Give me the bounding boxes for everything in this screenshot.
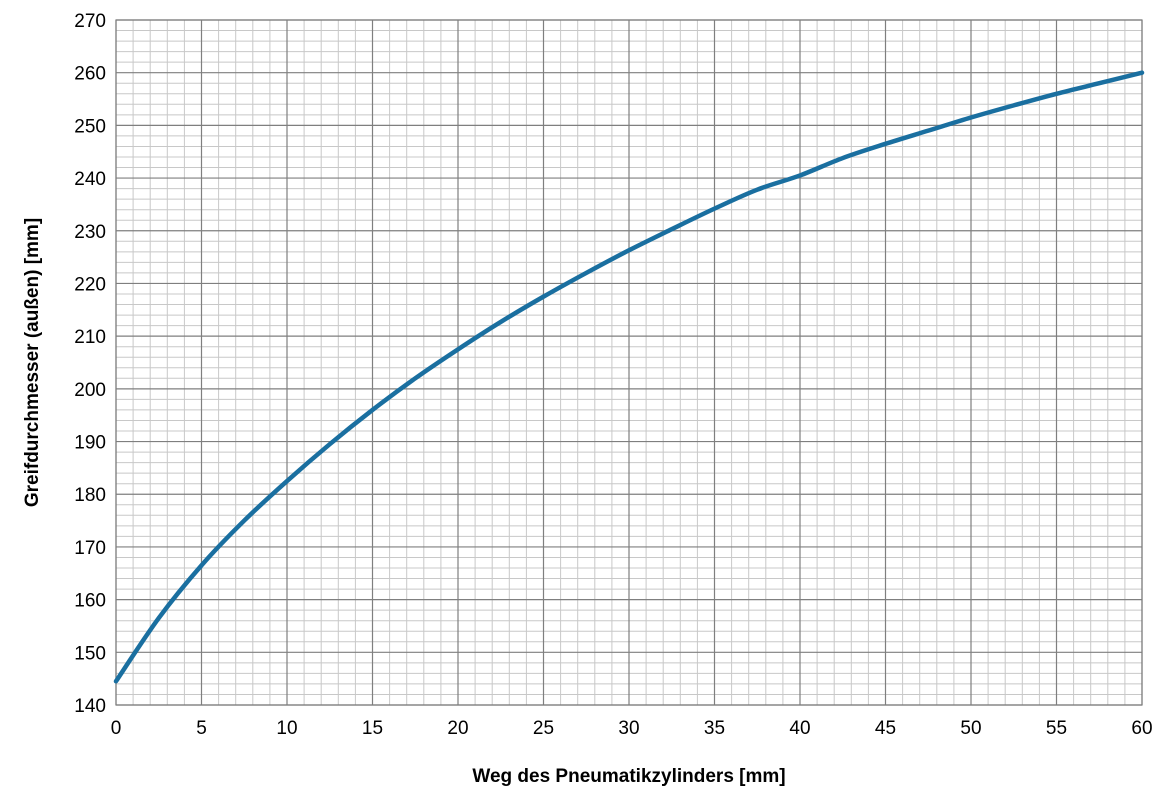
x-tick-label: 5 <box>196 718 207 739</box>
x-tick-label: 25 <box>533 718 554 739</box>
x-axis-ticks: 0 5 10 15 20 25 30 35 40 45 50 55 60 <box>111 718 1153 739</box>
y-tick-label: 180 <box>74 485 106 506</box>
y-tick-label: 160 <box>74 591 106 612</box>
y-tick-label: 190 <box>74 433 106 454</box>
x-tick-label: 20 <box>447 718 468 739</box>
x-tick-label: 15 <box>362 718 383 739</box>
x-tick-label: 10 <box>276 718 297 739</box>
y-tick-label: 210 <box>74 327 106 348</box>
y-tick-label: 250 <box>74 116 106 137</box>
y-tick-label: 150 <box>74 643 106 664</box>
x-tick-label: 40 <box>789 718 810 739</box>
y-tick-label: 220 <box>74 274 106 295</box>
x-tick-label: 30 <box>618 718 639 739</box>
x-tick-label: 50 <box>960 718 981 739</box>
series-line-0 <box>113 70 1145 684</box>
x-tick-label: 60 <box>1131 718 1152 739</box>
y-axis-title: Greifdurchmesser (außen) [mm] <box>22 218 43 507</box>
series-layer <box>113 70 1145 684</box>
x-tick-label: 35 <box>704 718 725 739</box>
plot-area-frame <box>115 19 1143 706</box>
y-tick-label: 170 <box>74 538 106 559</box>
x-tick-label: 0 <box>111 718 122 739</box>
x-tick-label: 55 <box>1046 718 1067 739</box>
y-tick-label: 270 <box>74 11 106 32</box>
y-tick-label: 230 <box>74 222 106 243</box>
y-tick-label: 260 <box>74 64 106 85</box>
y-tick-label: 200 <box>74 380 106 401</box>
x-tick-label: 45 <box>875 718 896 739</box>
y-tick-label: 240 <box>74 169 106 190</box>
x-axis-title: Weg des Pneumatikzylinders [mm] <box>472 766 785 787</box>
y-axis-ticks: 140 150 160 170 180 190 200 210 220 230 240 250 260 2… <box>74 11 106 717</box>
y-tick-label: 140 <box>74 696 106 717</box>
